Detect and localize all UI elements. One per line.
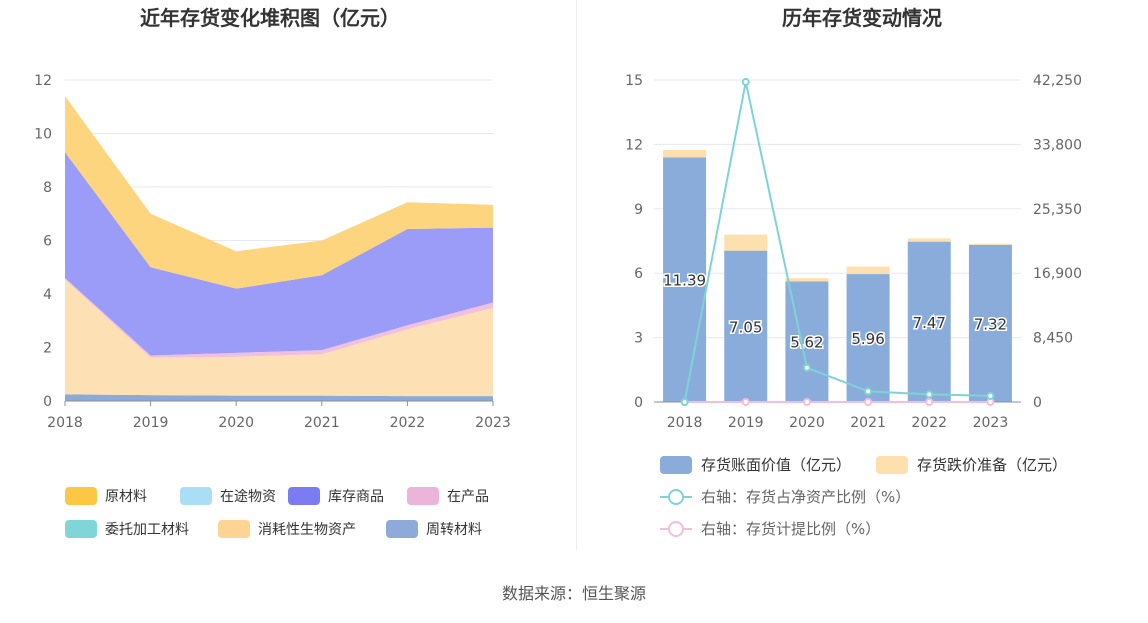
bar-book-value-2021 [846, 274, 890, 402]
legend-label: 原材料 [105, 489, 147, 505]
left-chart-title: 近年存货变化堆积图（亿元） [140, 6, 400, 30]
left-y-tick-label: 8 [43, 180, 52, 196]
left-x-tick-label: 2019 [133, 415, 169, 431]
right-axis-tick-label: 33,800 [1033, 137, 1082, 153]
left-y-tick-label: 12 [34, 73, 52, 89]
right-x-tick-label: 2021 [850, 415, 886, 431]
line-point [864, 387, 873, 396]
bar-provision-2020 [785, 278, 829, 282]
line-point [802, 363, 811, 372]
legend-label: 周转材料 [426, 522, 482, 538]
left-axis-tick-label: 9 [634, 202, 643, 218]
area-series-库存商品 [65, 152, 493, 356]
bar-book-value-2019 [724, 250, 768, 402]
right-axis-tick-label: 8,450 [1033, 331, 1073, 347]
panel-divider [576, 0, 577, 550]
right-chart-title: 历年存货变动情况 [782, 6, 942, 30]
area-series-原材料 [65, 96, 493, 289]
left-axis-tick-label: 0 [634, 395, 643, 411]
legend-swatch-库存商品 [288, 487, 320, 505]
line-point [925, 398, 934, 406]
bar-provision-2021 [846, 266, 890, 275]
line-point [741, 77, 750, 86]
line-point [986, 391, 995, 400]
bar-data-label: 11.39 [663, 272, 706, 290]
legend-label: 存货账面价值（亿元） [701, 456, 851, 474]
bar-book-value-2018 [663, 157, 707, 402]
legend-label: 消耗性生物资产 [258, 522, 356, 538]
bar-book-value-2023 [968, 244, 1012, 402]
line-series-右轴：存货占净资产比例（%） [683, 81, 991, 403]
left-x-tick-label: 2022 [390, 415, 426, 431]
legend-label: 在途物资 [220, 488, 276, 505]
bar-provision-2019 [724, 234, 768, 251]
left-y-tick-label: 4 [43, 287, 52, 303]
legend-label: 在产品 [447, 489, 489, 505]
legend-swatch-消耗性生物资产 [218, 520, 250, 538]
left-x-tick-label: 2021 [304, 415, 340, 431]
legend-label: 右轴：存货占净资产比例（%） [701, 488, 910, 506]
right-axis-tick-label: 0 [1033, 395, 1042, 411]
bar-provision-2018 [663, 149, 707, 158]
line-point [864, 398, 873, 406]
right-x-tick-label: 2018 [667, 415, 703, 431]
legend-swatch-在产品 [407, 487, 439, 505]
left-y-tick-label: 10 [34, 127, 52, 143]
area-series-周转材料 [65, 394, 493, 401]
right-x-tick-label: 2023 [973, 415, 1009, 431]
legend-label: 委托加工材料 [105, 522, 189, 538]
left-y-tick-label: 2 [43, 341, 52, 357]
left-x-tick-label: 2023 [475, 415, 511, 431]
left-axis-tick-label: 15 [625, 73, 643, 89]
line-point [802, 398, 811, 406]
bar-provision-2023 [968, 243, 1012, 245]
legend-swatch-在途物资 [180, 487, 212, 505]
legend-swatch-原材料 [65, 487, 97, 505]
area-series-消耗性生物资产 [65, 279, 493, 397]
bar-provision-2022 [907, 238, 951, 242]
legend-swatch-周转材料 [386, 520, 418, 538]
right-axis-tick-label: 42,250 [1033, 73, 1082, 89]
right-axis-tick-label: 25,350 [1033, 202, 1082, 218]
right-x-tick-label: 2020 [789, 415, 825, 431]
legend-line-marker [668, 489, 684, 505]
bar-data-label: 7.32 [974, 315, 1007, 333]
source-note: 数据来源：恒生聚源 [501, 584, 646, 603]
legend-label: 右轴：存货计提比例（%） [701, 520, 880, 538]
left-axis-tick-label: 6 [634, 266, 643, 282]
line-point [925, 390, 934, 399]
legend-swatch-委托加工材料 [65, 520, 97, 538]
line-point [741, 398, 750, 406]
bar-data-label: 7.47 [913, 314, 946, 332]
right-x-tick-label: 2022 [911, 415, 947, 431]
legend-swatch-book-value [660, 456, 692, 474]
bar-book-value-2022 [907, 241, 951, 402]
line-point [680, 398, 689, 406]
left-axis-tick-label: 3 [634, 331, 643, 347]
bar-data-label: 7.05 [729, 318, 762, 336]
legend-line-marker [668, 521, 684, 537]
bar-data-label: 5.96 [851, 330, 884, 348]
right-axis-tick-label: 16,900 [1033, 266, 1082, 282]
legend-swatch-provision [876, 456, 908, 474]
left-y-tick-label: 0 [43, 394, 52, 410]
left-y-tick-label: 6 [43, 234, 52, 250]
left-x-tick-label: 2020 [218, 415, 254, 431]
legend-label: 存货跌价准备（亿元） [917, 456, 1067, 474]
left-axis-tick-label: 12 [625, 137, 643, 153]
bar-data-label: 5.62 [790, 334, 823, 352]
right-x-tick-label: 2019 [728, 415, 764, 431]
legend-label: 库存商品 [328, 489, 384, 505]
left-x-tick-label: 2018 [47, 415, 83, 431]
